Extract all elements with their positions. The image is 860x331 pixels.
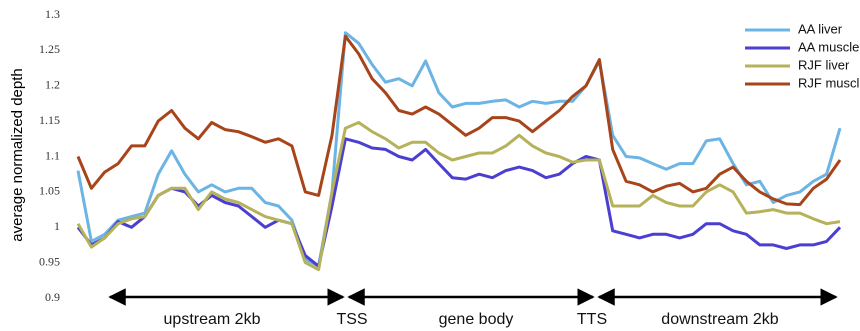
- annotation: TSS: [336, 311, 367, 328]
- series-line: [76, 31, 842, 268]
- y-tick-label: 1.3: [45, 7, 60, 21]
- series-line: [76, 121, 841, 272]
- legend-label: AA muscle: [798, 39, 859, 54]
- annotation: upstream 2kb: [164, 311, 261, 328]
- y-tick-label: 1.1: [45, 148, 60, 162]
- annotation: TTS: [577, 311, 607, 328]
- annotation: downstream 2kb: [661, 311, 778, 328]
- y-tick-label: 1.15: [39, 113, 60, 127]
- legend-label: RJF liver: [798, 57, 850, 72]
- series-line: [76, 34, 842, 207]
- legend-label: AA liver: [798, 21, 843, 36]
- legend-label: RJF muscle: [798, 75, 860, 90]
- y-axis-label: average normalized depth: [9, 68, 26, 241]
- y-tick-label: 1: [54, 219, 60, 233]
- y-tick-label: 1.05: [39, 184, 60, 198]
- y-tick-label: 1.2: [45, 78, 60, 92]
- y-tick-label: 1.25: [39, 42, 60, 56]
- y-tick-label: 0.95: [39, 254, 60, 268]
- y-tick-label: 0.9: [45, 290, 60, 304]
- annotation: gene body: [439, 311, 514, 328]
